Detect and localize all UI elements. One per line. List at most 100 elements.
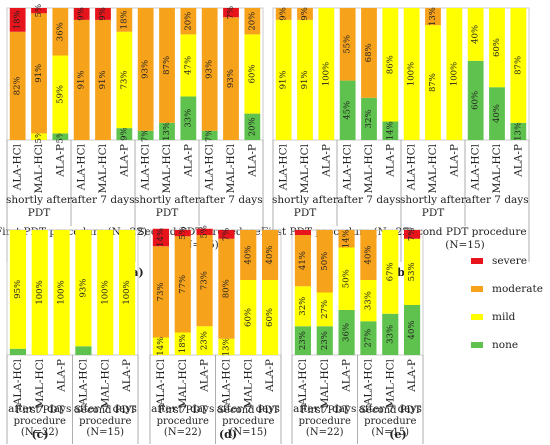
data-label: 80%: [221, 279, 231, 298]
category-label: MAL-HCl: [34, 358, 46, 408]
bar-segment-none: [244, 113, 261, 140]
plot-area: [291, 229, 424, 356]
category-label: MAL-HCl: [161, 143, 173, 193]
category-label: MAL-HCl: [319, 358, 331, 408]
data-label: 91%: [98, 70, 108, 89]
bar-segment-moderate: [316, 230, 333, 293]
category-label: ALA-P: [406, 359, 418, 393]
category-label: ALA-P: [341, 359, 353, 393]
bar-segment-mild: [31, 230, 48, 355]
data-label: 77%: [178, 275, 188, 294]
bar-segment-moderate: [52, 8, 69, 56]
bar-segment-mild: [489, 8, 505, 88]
time-group-label: after 7 days: [74, 403, 137, 415]
bar-segment-mild: [403, 8, 420, 140]
bar-segment-mild: [510, 8, 527, 123]
data-label: 47%: [183, 56, 193, 75]
data-label: 40%: [265, 246, 275, 265]
bar-segment-mild: [262, 280, 279, 355]
bar-segment-mild: [294, 286, 311, 327]
category-label: ALA-HCl: [12, 143, 24, 191]
bar-segment-moderate: [240, 230, 257, 280]
data-label: 9%: [77, 7, 87, 21]
bar-segment-none: [159, 122, 175, 140]
data-label: 60%: [247, 65, 257, 84]
category-label: ALA-P: [320, 144, 332, 178]
category-label: MAL-HCl: [242, 358, 254, 408]
bar-segment-mild: [196, 326, 213, 355]
data-label: 50%: [320, 252, 330, 271]
data-label: 7%: [407, 228, 417, 242]
time-group-label: after 7 days: [151, 403, 214, 415]
category-label: ALA-HCl: [12, 358, 24, 406]
time-group-label: after 7 days: [337, 194, 400, 206]
data-label: 60%: [243, 308, 253, 327]
time-group-label: after 7 days: [8, 403, 71, 415]
panel-label: (c): [31, 428, 48, 441]
data-label: 14%: [385, 121, 395, 140]
bar-segment-severe: [95, 8, 111, 20]
data-label: 9%: [279, 7, 289, 21]
data-label: 13%: [428, 7, 438, 26]
legend-label-severe: severe: [492, 255, 527, 267]
bar-segment-none: [339, 80, 356, 140]
bar-segment-none: [201, 130, 218, 140]
data-label: 36%: [342, 323, 352, 342]
data-label: 18%: [119, 10, 129, 29]
data-label: 91%: [300, 70, 310, 89]
bar-segment-none: [382, 121, 399, 140]
data-label: 100%: [122, 280, 132, 304]
bar-segment-none: [467, 60, 484, 140]
chart-panel-2: 91% 9% ALA-HCl 91% 9% MAL-HCl 100% ALA-P 45% 55% A…: [261, 7, 530, 279]
category-label: ALA-P: [118, 144, 130, 178]
data-label: 100%: [321, 62, 331, 86]
data-label: 60%: [492, 38, 502, 57]
category-label: MAL-HCl: [491, 143, 503, 193]
category-label: ALA-P: [246, 144, 258, 178]
data-label: 13%: [162, 122, 172, 141]
legend-swatch-moderate: [471, 286, 483, 292]
bar-segment-none: [9, 348, 26, 355]
bar-segment-moderate: [31, 13, 47, 134]
bar-segment-moderate: [218, 238, 235, 339]
data-label: 73%: [156, 282, 166, 301]
category-label: MAL-HCl: [225, 143, 237, 193]
category-label: ALA-HCl: [155, 358, 167, 406]
procedure-group-label: First PDT procedure (N=22): [299, 405, 351, 438]
category-label: ALA-P: [121, 359, 133, 393]
data-label: 91%: [77, 70, 87, 89]
bar-segment-mild: [52, 55, 69, 134]
bar-segment-moderate: [244, 8, 261, 35]
procedure-group-label: Second PDT procedure (N=15): [217, 405, 279, 438]
data-label: 32%: [298, 297, 308, 316]
legend-swatch-mild: [471, 314, 483, 320]
category-label: ALA-P: [384, 144, 396, 178]
data-label: 23%: [320, 331, 330, 350]
data-label: 45%: [343, 101, 353, 120]
bar-segment-mild: [75, 230, 92, 347]
bar-segment-moderate: [262, 230, 279, 280]
chart-panel-4: 14% 73% 14% ALA-HCl 18% 77% 5% MAL-HCl 23% 73% 5% A…: [149, 225, 282, 444]
data-label: 91%: [279, 70, 289, 89]
data-label: 5%: [34, 130, 44, 144]
bar-segment-none: [382, 313, 399, 355]
data-label: 20%: [183, 12, 193, 31]
bar-segment-moderate: [361, 8, 377, 98]
procedure-group-label: First PDT procedure (N=22): [157, 405, 209, 438]
legend-swatch-severe: [471, 258, 483, 264]
procedure-group-label: Second PDT procedure (N=15): [359, 405, 421, 438]
data-label: 40%: [243, 246, 253, 265]
category-label: ALA-HCl: [406, 143, 418, 191]
bar-segment-mild: [446, 8, 463, 140]
bar-segment-moderate: [297, 8, 313, 20]
time-group-label: after 7 days: [217, 403, 280, 415]
procedure-group-label: Second PDT procedure(N=15): [403, 226, 526, 251]
category-label: ALA-P: [56, 359, 68, 393]
data-label: 5%: [178, 226, 188, 240]
bar-segment-none: [360, 321, 377, 355]
category-label: ALA-HCl: [76, 143, 88, 191]
bar-segment-severe: [152, 228, 169, 247]
category-label: MAL-HCl: [99, 358, 111, 408]
bar-segment-mild: [119, 230, 136, 355]
category-label: ALA-P: [264, 359, 276, 393]
